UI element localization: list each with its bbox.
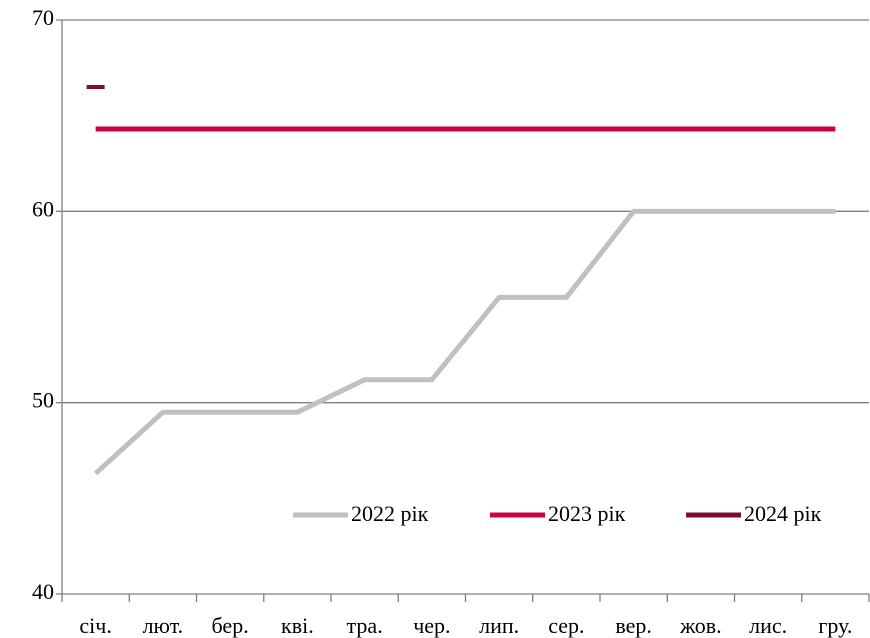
y-tick-label: 50: [32, 388, 54, 413]
legend-label: 2024 рік: [744, 501, 822, 526]
x-tick-label: вер.: [615, 613, 652, 638]
y-tick-label: 70: [32, 5, 54, 30]
x-tick-label: жов.: [679, 613, 722, 638]
x-tick-label: лют.: [143, 613, 184, 638]
y-tick-label: 40: [32, 579, 54, 604]
x-tick-label: лис.: [749, 613, 787, 638]
legend-label: 2023 рік: [548, 501, 626, 526]
series-line: [93, 208, 836, 476]
x-tick-label: сер.: [548, 613, 584, 638]
x-tick-label: січ.: [79, 613, 111, 638]
x-tick-label: тра.: [347, 613, 383, 638]
x-tick-label: лип.: [479, 613, 519, 638]
x-tick-label: кві.: [281, 613, 314, 638]
x-tick-label: бер.: [212, 613, 249, 638]
x-tick-label: гру.: [818, 613, 852, 638]
y-tick-label: 60: [32, 196, 54, 221]
legend-label: 2022 рік: [351, 501, 429, 526]
x-tick-label: чер.: [413, 613, 450, 638]
